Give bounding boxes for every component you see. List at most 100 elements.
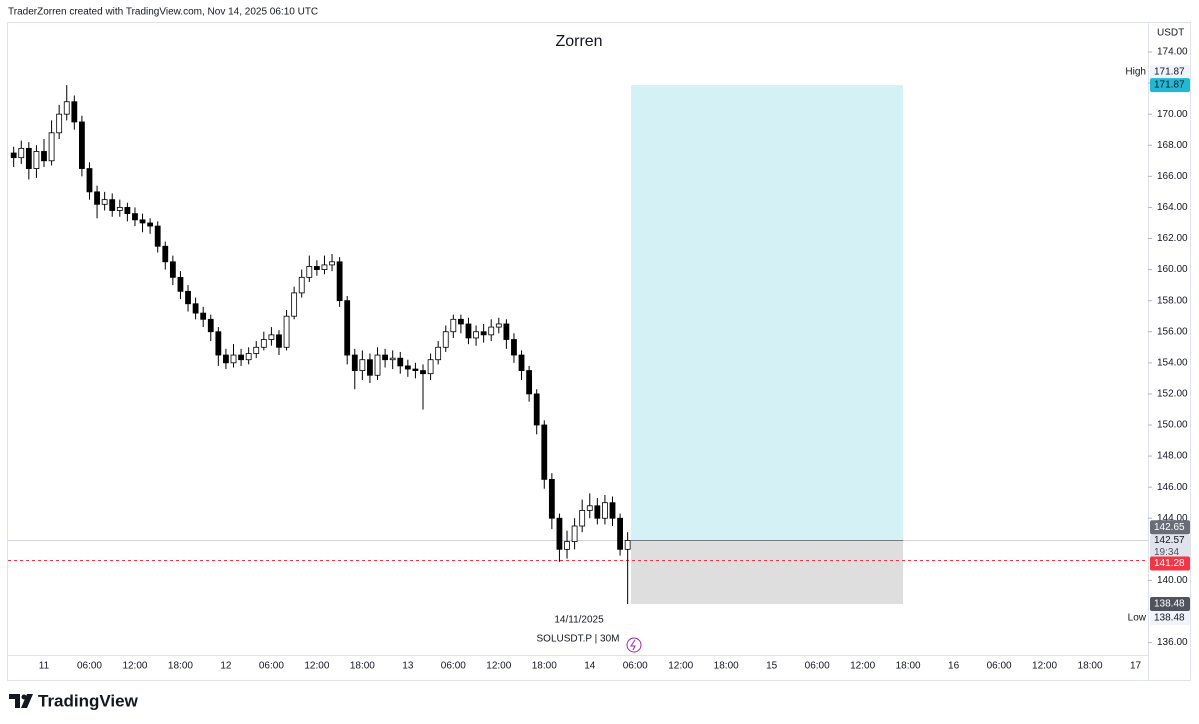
candle-body bbox=[526, 370, 533, 395]
candle-body bbox=[132, 213, 138, 221]
x-tick-label: 12:00 bbox=[304, 661, 329, 672]
candle-body bbox=[48, 132, 55, 162]
x-tick-label: 18:00 bbox=[168, 661, 193, 672]
candle-body bbox=[465, 323, 472, 339]
candle-body bbox=[200, 312, 207, 320]
candle-body bbox=[602, 502, 608, 519]
candle-body bbox=[245, 353, 252, 361]
profit-zone bbox=[631, 85, 903, 541]
x-tick-label: 12 bbox=[220, 661, 232, 672]
logo-slash bbox=[21, 694, 33, 708]
candle-body bbox=[86, 168, 93, 193]
candle-body bbox=[109, 199, 116, 211]
x-tick-label: 16 bbox=[948, 661, 960, 672]
stop-label: 138.48 bbox=[1154, 599, 1185, 610]
candle-body bbox=[344, 300, 351, 356]
chart-title: Zorren bbox=[555, 33, 602, 50]
candle-body bbox=[435, 346, 442, 361]
candle-body bbox=[503, 323, 510, 340]
date-label: 14/11/2025 bbox=[554, 615, 604, 626]
x-tick-label: 06:00 bbox=[441, 661, 466, 672]
candle-body bbox=[162, 245, 169, 263]
candle-body bbox=[624, 540, 631, 550]
target-label: 171.87 bbox=[1154, 80, 1185, 91]
chart-frame bbox=[7, 22, 1191, 681]
y-tick-label: 156.00 bbox=[1157, 326, 1188, 337]
y-tick-label: 146.00 bbox=[1157, 482, 1188, 493]
x-tick-label: 17 bbox=[1130, 661, 1142, 672]
candle-body bbox=[427, 359, 434, 375]
x-tick-label: 06:00 bbox=[987, 661, 1012, 672]
last-price-label: 142.65 bbox=[1154, 522, 1185, 533]
candle-body bbox=[495, 323, 502, 328]
candle-body bbox=[10, 152, 17, 159]
high-marker-value-bg bbox=[1150, 65, 1190, 80]
alert-price-label-bg bbox=[1150, 556, 1190, 571]
alert-icon[interactable] bbox=[626, 637, 642, 653]
entry-label: 142.57 bbox=[1154, 535, 1185, 546]
high-marker-value: 171.87 bbox=[1154, 67, 1185, 78]
candle-body bbox=[457, 318, 464, 325]
candle-body bbox=[374, 354, 381, 376]
x-tick-label: 14 bbox=[584, 661, 596, 672]
y-tick-label: 174.00 bbox=[1157, 47, 1188, 58]
candle-body bbox=[420, 370, 426, 375]
y-tick-label: 164.00 bbox=[1157, 202, 1188, 213]
x-tick-label: 18:00 bbox=[532, 661, 557, 672]
candle-body bbox=[533, 393, 540, 426]
stop-label-bg bbox=[1150, 597, 1190, 612]
x-tick-label: 11 bbox=[39, 661, 50, 672]
candle-body bbox=[367, 359, 373, 376]
candle-body bbox=[571, 525, 578, 542]
candle-body bbox=[63, 101, 70, 115]
x-tick-label: 06:00 bbox=[623, 661, 648, 672]
candle-body bbox=[154, 225, 161, 247]
x-tick-label: 06:00 bbox=[805, 661, 830, 672]
candle-body bbox=[33, 151, 40, 169]
alert-price-label: 141.28 bbox=[1154, 558, 1185, 569]
candle-body bbox=[79, 121, 85, 169]
x-tick-label: 15 bbox=[766, 661, 778, 672]
candle-body bbox=[116, 207, 123, 211]
candle-body bbox=[321, 264, 328, 270]
x-tick-label: 12:00 bbox=[122, 661, 147, 672]
y-tick-label: 166.00 bbox=[1157, 171, 1188, 182]
candle-body bbox=[336, 261, 343, 302]
x-tick-label: 18:00 bbox=[714, 661, 739, 672]
candle-body bbox=[617, 517, 623, 550]
target-label-bg bbox=[1150, 78, 1190, 93]
candle-body bbox=[579, 510, 586, 527]
candle-body bbox=[94, 191, 100, 205]
candle-body bbox=[298, 276, 305, 294]
x-tick-label: 18:00 bbox=[896, 661, 921, 672]
loss-zone bbox=[631, 540, 903, 605]
candle-body bbox=[480, 331, 487, 336]
y-tick-label: 150.00 bbox=[1157, 420, 1188, 431]
x-tick-label: 06:00 bbox=[77, 661, 102, 672]
candle-body bbox=[41, 151, 47, 162]
candle-body bbox=[412, 368, 419, 371]
candle-body bbox=[511, 339, 517, 356]
candle-body bbox=[276, 334, 282, 348]
candle-body bbox=[382, 354, 389, 361]
candle-body bbox=[253, 346, 260, 354]
candle-body bbox=[609, 502, 616, 519]
y-tick-label: 152.00 bbox=[1157, 389, 1188, 400]
candle-body bbox=[586, 505, 593, 511]
currency: USDT bbox=[1157, 28, 1184, 39]
candle-body bbox=[101, 199, 108, 205]
x-tick-label: 18:00 bbox=[350, 661, 375, 672]
candle-body bbox=[56, 113, 63, 134]
candle-body bbox=[556, 517, 563, 550]
high-marker-label: High bbox=[1125, 67, 1146, 78]
header: TraderZorren created with TradingView.co… bbox=[8, 7, 318, 18]
candle-body bbox=[404, 365, 411, 370]
candle-body bbox=[238, 354, 244, 361]
y-tick-label: 162.00 bbox=[1157, 233, 1188, 244]
candle-body bbox=[260, 339, 267, 348]
candle-body bbox=[169, 261, 176, 278]
candle-body bbox=[306, 266, 313, 278]
candle-body bbox=[283, 315, 290, 348]
logo-text: TradingView bbox=[38, 691, 139, 710]
